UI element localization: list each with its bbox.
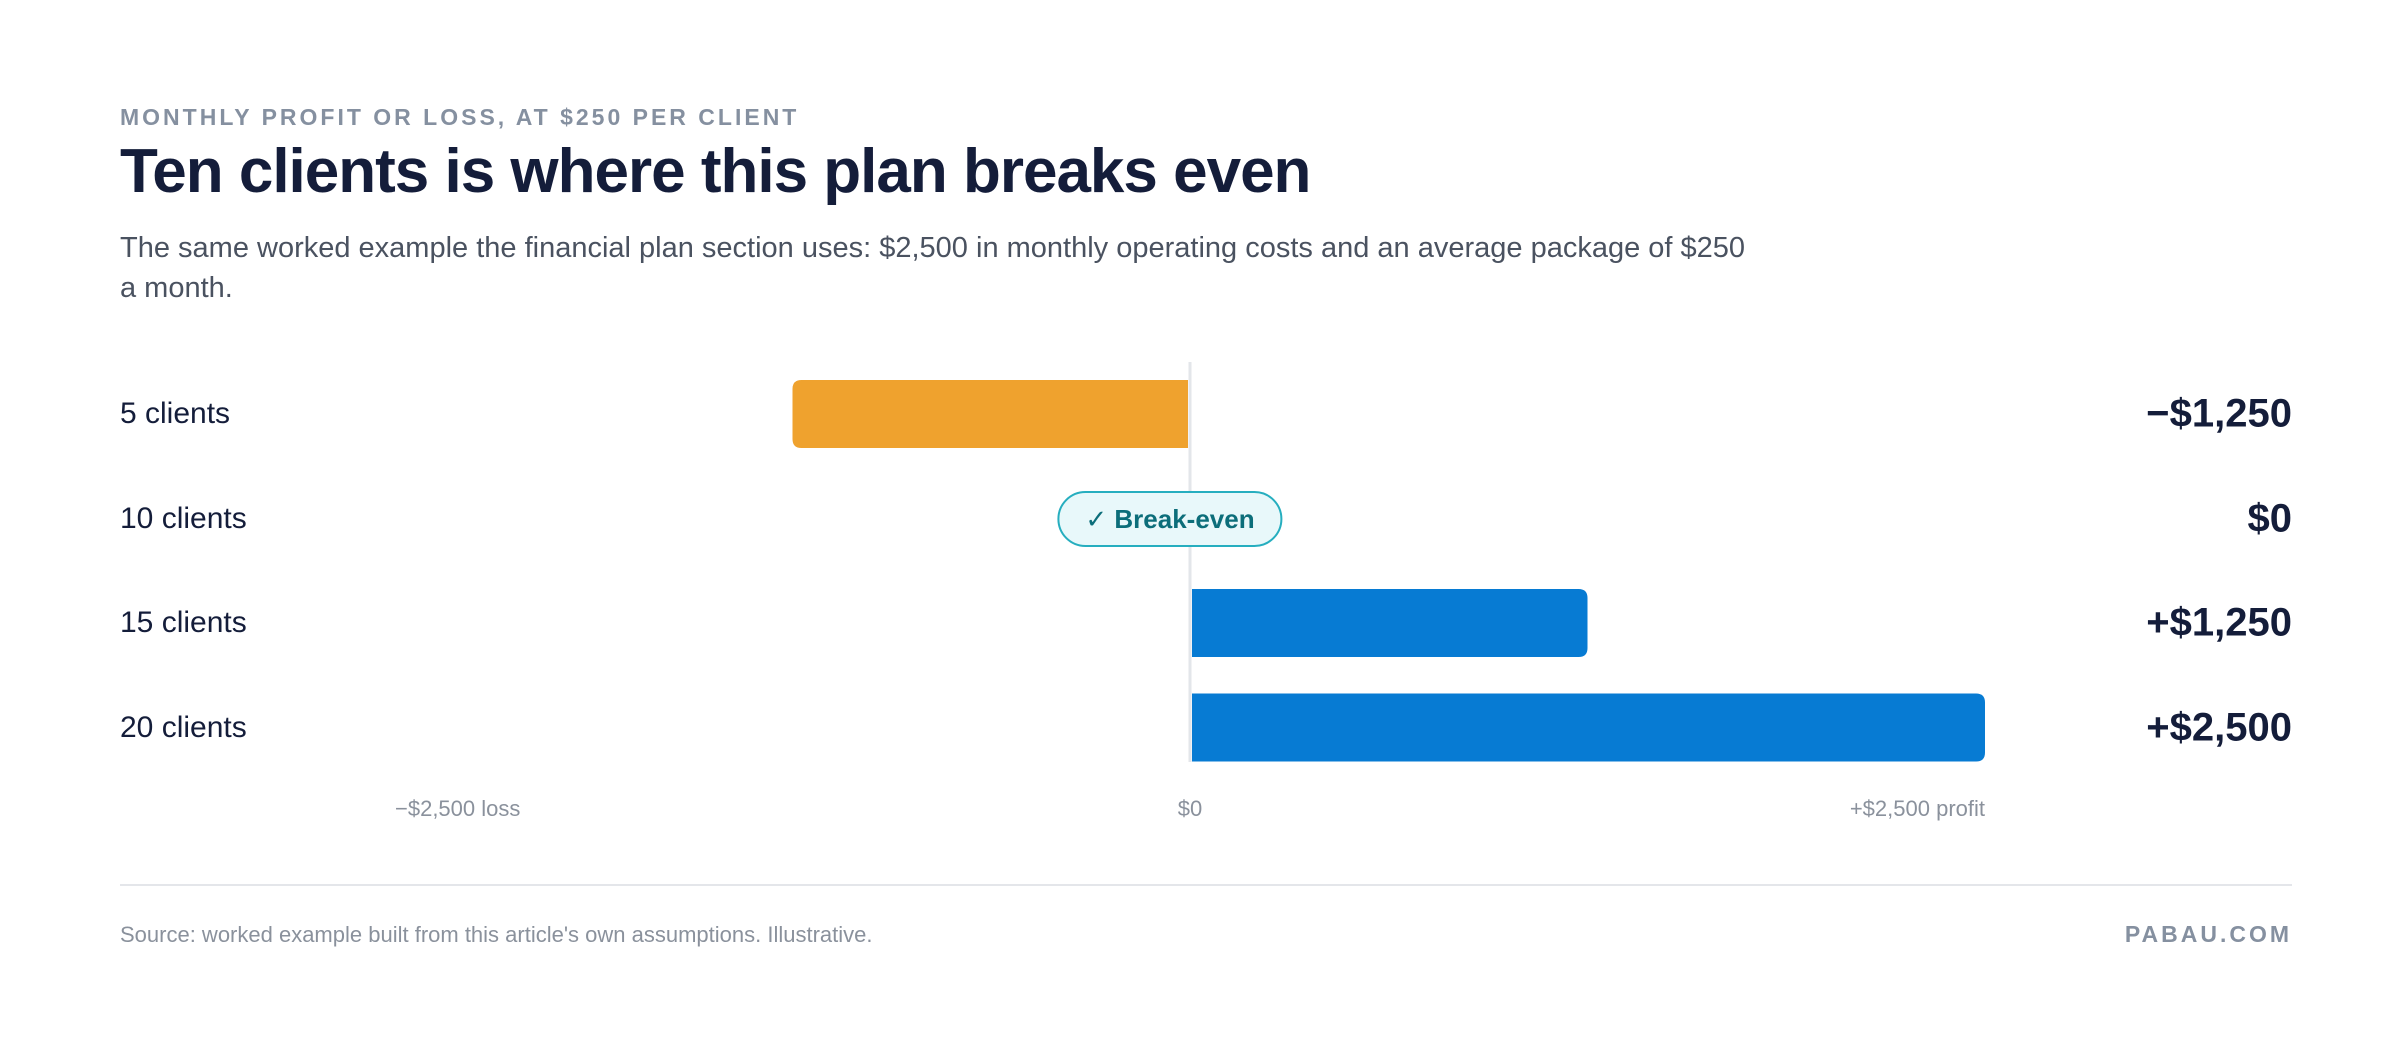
break-even-badge: ✓ Break-even (1057, 490, 1283, 547)
bar-15-clients (1192, 589, 1588, 657)
value-label-20-clients: +$2,500 (2146, 705, 2292, 749)
brand-mark: PABAU.COM (2124, 921, 2292, 947)
bar-chart-plot (792, 362, 1985, 762)
chart-card: MONTHLY PROFIT OR LOSS, AT $250 PER CLIE… (120, 0, 2292, 1054)
x-tick-label-1: $0 (1177, 796, 1203, 821)
category-label-5-clients: 5 clients (120, 397, 231, 430)
value-label-10-clients: $0 (2247, 496, 2293, 540)
category-label-10-clients: 10 clients (120, 501, 247, 535)
chart-title: Ten clients is where this plan breaks ev… (120, 137, 1311, 206)
chart-subtitle: The same worked example the financial pl… (120, 232, 1746, 304)
x-tick-label-0: −$2,500 loss (395, 796, 521, 821)
source-note: Source: worked example built from this a… (120, 922, 873, 947)
value-label-5-clients: −$1,250 (2146, 391, 2292, 436)
chart-eyebrow: MONTHLY PROFIT OR LOSS, AT $250 PER CLIE… (120, 104, 800, 130)
category-label-15-clients: 15 clients (120, 606, 247, 639)
bar-5-clients (792, 380, 1188, 448)
value-label-15-clients: +$1,250 (2146, 600, 2292, 645)
category-label-20-clients: 20 clients (120, 710, 247, 744)
x-tick-label-2: +$2,500 profit (1849, 796, 1985, 821)
footer-divider (120, 884, 2292, 886)
bar-20-clients (1192, 693, 1985, 762)
